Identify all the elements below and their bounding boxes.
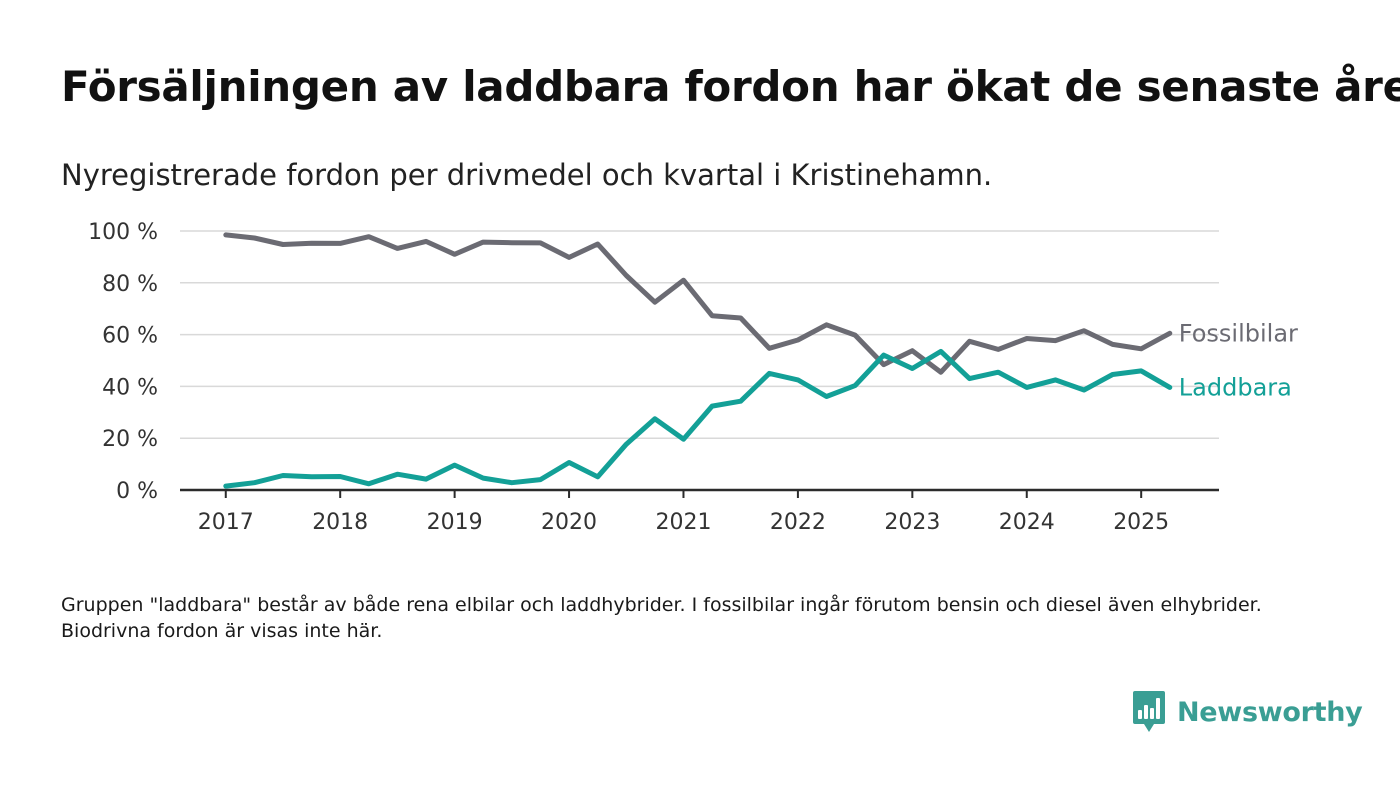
- x-tick-label: 2023: [884, 510, 940, 535]
- y-tick-label: 0 %: [116, 479, 158, 504]
- gridlines: [180, 230, 1219, 439]
- x-tick-label: 2024: [999, 510, 1055, 535]
- x-tick-label: 2019: [427, 510, 483, 535]
- y-tick-label: 20 %: [102, 427, 158, 452]
- series-labels: Fossilbilar Laddbara: [1179, 319, 1298, 401]
- y-tick-label: 80 %: [102, 272, 158, 297]
- y-tick-label: 100 %: [88, 220, 158, 245]
- series-lines: [223, 232, 1173, 489]
- brand-name: Newsworthy: [1177, 696, 1363, 728]
- series-label-laddbara: Laddbara: [1179, 373, 1292, 401]
- y-tick-label: 60 %: [102, 324, 158, 349]
- y-tick-label: 40 %: [102, 375, 158, 400]
- y-axis-ticks: 0 % 20 % 40 % 60 % 80 % 100 %: [88, 220, 158, 504]
- chart-subtitle: Nyregistrerade fordon per drivmedel och …: [61, 158, 993, 192]
- x-axis-ticks: 2017 2018 2019 2020 2021 2022 2023 2024 2025: [180, 488, 1219, 535]
- newsworthy-logo[interactable]: Newsworthy: [1132, 690, 1363, 734]
- x-tick-label: 2022: [770, 510, 826, 535]
- newsworthy-chat-bars-icon: [1133, 691, 1165, 732]
- x-tick-label: 2017: [198, 510, 254, 535]
- series-label-fossilbilar: Fossilbilar: [1179, 319, 1298, 347]
- chart-footnote: Gruppen "laddbara" består av både rena e…: [61, 594, 1262, 642]
- x-tick-label: 2021: [655, 510, 711, 535]
- series-line-laddbara: [223, 348, 1173, 489]
- series-line-fossilbilar: [223, 232, 1173, 375]
- x-tick-label: 2018: [312, 510, 368, 535]
- line-chart: 0 % 20 % 40 % 60 % 80 % 100 % 2017 2018 2019 202…: [88, 220, 1298, 535]
- page-title: Försäljningen av laddbara fordon har öka…: [61, 62, 1400, 111]
- x-tick-label: 2020: [541, 510, 597, 535]
- x-tick-label: 2025: [1113, 510, 1169, 535]
